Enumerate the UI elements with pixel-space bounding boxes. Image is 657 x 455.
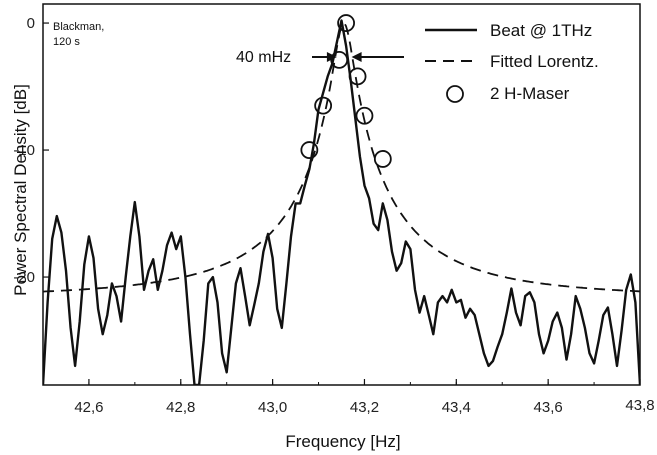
maser-point	[355, 106, 374, 125]
x-tick-label: 42,8	[166, 399, 195, 416]
window-note-line-1: Blackman,	[53, 21, 104, 33]
axes: 42,6 42,8 43,0 43,2 43,4 43,6 43,8 0 -10 -20	[13, 15, 654, 416]
labels: Frequency [Hz] Power Spectral Density [d…	[11, 21, 401, 451]
maser-point	[348, 67, 367, 86]
plot-border	[42, 3, 641, 386]
x-tick-label: 43,4	[442, 399, 471, 416]
y-tick-label: -20	[13, 269, 35, 286]
width-arrow-left-head	[326, 52, 337, 62]
x-tick-label: 43,6	[534, 399, 563, 416]
legend-label-maser: 2 H-Maser	[490, 84, 570, 103]
x-tick-label: 43,2	[350, 399, 379, 416]
window-note-line-2: 120 s	[53, 36, 80, 48]
legend-circle-swatch	[446, 85, 464, 103]
plot-area	[42, 3, 641, 386]
legend-label-lorentz: Fitted Lorentz.	[490, 52, 599, 71]
x-tick-label: 43,0	[258, 399, 287, 416]
x-axis-title: Frequency [Hz]	[285, 432, 400, 451]
x-tick-label: 42,6	[74, 399, 103, 416]
beat-trace-line	[43, 19, 640, 385]
legend-label-beat: Beat @ 1THz	[490, 21, 592, 40]
maser-point	[330, 50, 349, 69]
x-tick-label: 43,8	[625, 397, 654, 414]
maser-point	[314, 96, 333, 115]
series-layer	[43, 14, 640, 385]
y-tick-label: -10	[13, 142, 35, 159]
width-arrow-right-head	[351, 52, 362, 62]
y-axis-title: Power Spectral Density [dB]	[11, 84, 30, 296]
maser-point	[373, 150, 392, 168]
maser-point	[300, 141, 319, 159]
y-tick-label: 0	[27, 15, 35, 32]
linewidth-annotation: 40 mHz	[236, 49, 291, 66]
legend: Beat @ 1THz Fitted Lorentz. 2 H-Maser	[425, 21, 599, 103]
maser-point	[337, 14, 355, 32]
